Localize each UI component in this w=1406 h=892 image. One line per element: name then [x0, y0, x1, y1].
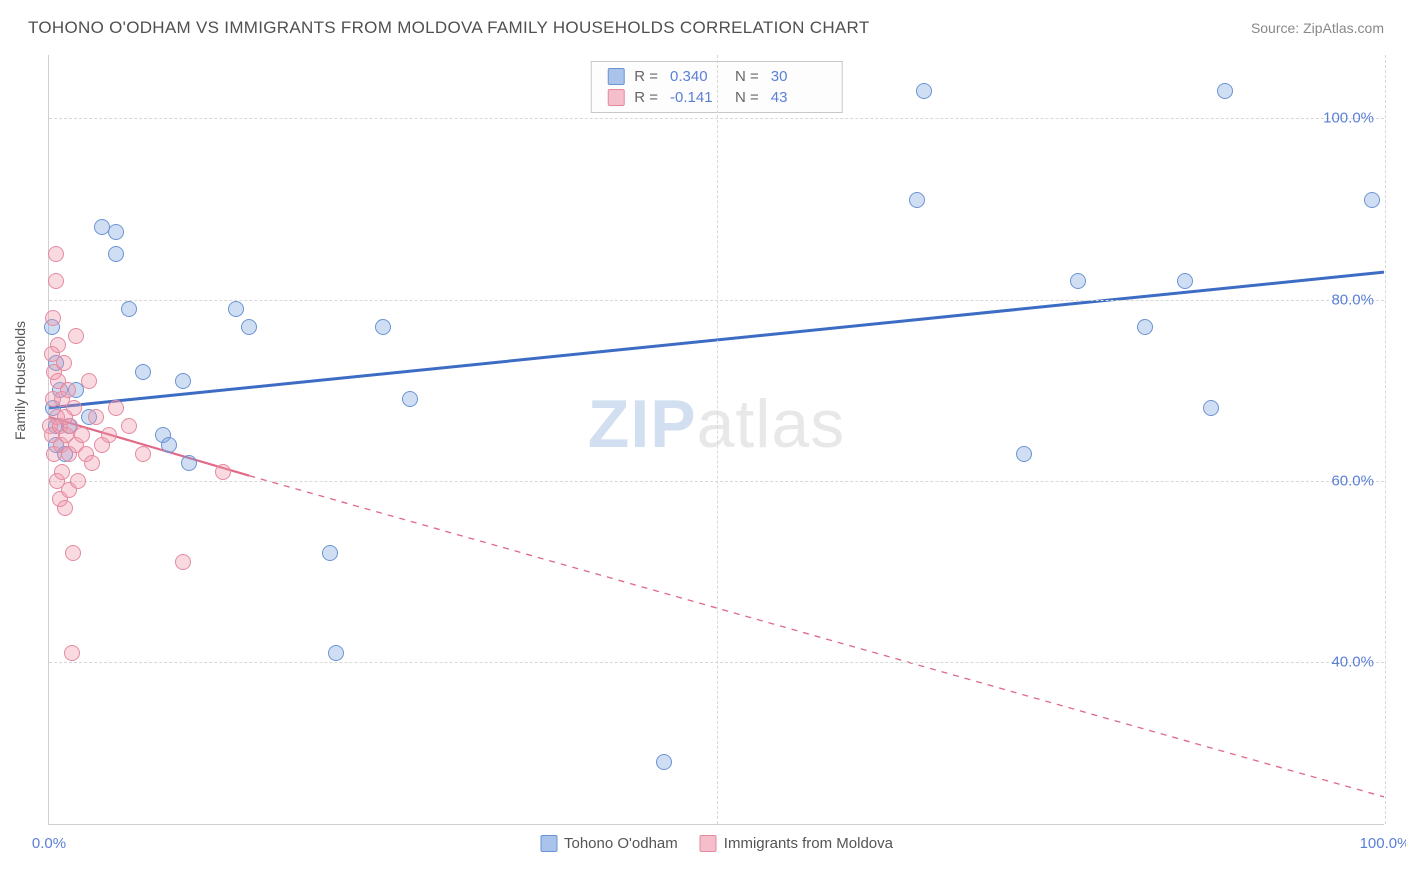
data-point	[1177, 273, 1193, 289]
data-point	[322, 545, 338, 561]
data-point	[48, 273, 64, 289]
series-legend: Tohono O'odham Immigrants from Moldova	[540, 835, 893, 852]
source-label: Source: ZipAtlas.com	[1251, 20, 1384, 36]
y-axis-label: Family Households	[12, 321, 28, 440]
scatter-plot: ZIPatlas R =0.340N =30R =-0.141N =43 Toh…	[48, 55, 1384, 825]
data-point	[45, 310, 61, 326]
legend-swatch	[540, 835, 557, 852]
data-point	[60, 382, 76, 398]
legend-n-label: N =	[735, 68, 759, 85]
legend-label: Immigrants from Moldova	[724, 835, 893, 852]
data-point	[57, 500, 73, 516]
x-tick-label: 100.0%	[1360, 835, 1406, 852]
data-point	[241, 319, 257, 335]
data-point	[66, 400, 82, 416]
data-point	[1070, 273, 1086, 289]
data-point	[65, 545, 81, 561]
y-tick-label: 60.0%	[1331, 472, 1374, 489]
data-point	[135, 446, 151, 462]
data-point	[175, 373, 191, 389]
data-point	[181, 455, 197, 471]
data-point	[50, 337, 66, 353]
data-point	[54, 464, 70, 480]
data-point	[108, 246, 124, 262]
data-point	[64, 645, 80, 661]
data-point	[909, 192, 925, 208]
data-point	[101, 427, 117, 443]
data-point	[1364, 192, 1380, 208]
data-point	[1016, 446, 1032, 462]
data-point	[88, 409, 104, 425]
data-point	[161, 437, 177, 453]
legend-n-value: 30	[771, 68, 826, 85]
data-point	[68, 328, 84, 344]
legend-item: Tohono O'odham	[540, 835, 678, 852]
gridline-vertical	[717, 55, 718, 824]
data-point	[108, 224, 124, 240]
legend-swatch	[607, 68, 624, 85]
gridline-vertical	[1385, 55, 1386, 824]
legend-n-value: 43	[771, 89, 826, 106]
data-point	[70, 473, 86, 489]
legend-n-label: N =	[735, 89, 759, 106]
data-point	[48, 246, 64, 262]
data-point	[74, 427, 90, 443]
legend-r-label: R =	[634, 89, 658, 106]
y-tick-label: 100.0%	[1323, 110, 1374, 127]
legend-swatch	[700, 835, 717, 852]
data-point	[1137, 319, 1153, 335]
data-point	[215, 464, 231, 480]
legend-label: Tohono O'odham	[564, 835, 678, 852]
y-tick-label: 40.0%	[1331, 653, 1374, 670]
data-point	[135, 364, 151, 380]
data-point	[228, 301, 244, 317]
x-tick-label: 0.0%	[32, 835, 66, 852]
data-point	[56, 355, 72, 371]
data-point	[81, 373, 97, 389]
data-point	[108, 400, 124, 416]
data-point	[375, 319, 391, 335]
data-point	[1203, 400, 1219, 416]
data-point	[121, 418, 137, 434]
legend-swatch	[607, 89, 624, 106]
data-point	[402, 391, 418, 407]
data-point	[175, 554, 191, 570]
legend-item: Immigrants from Moldova	[700, 835, 893, 852]
data-point	[84, 455, 100, 471]
data-point	[656, 754, 672, 770]
data-point	[916, 83, 932, 99]
data-point	[1217, 83, 1233, 99]
y-tick-label: 80.0%	[1331, 291, 1374, 308]
legend-r-label: R =	[634, 68, 658, 85]
chart-title: TOHONO O'ODHAM VS IMMIGRANTS FROM MOLDOV…	[28, 18, 870, 38]
data-point	[328, 645, 344, 661]
data-point	[121, 301, 137, 317]
